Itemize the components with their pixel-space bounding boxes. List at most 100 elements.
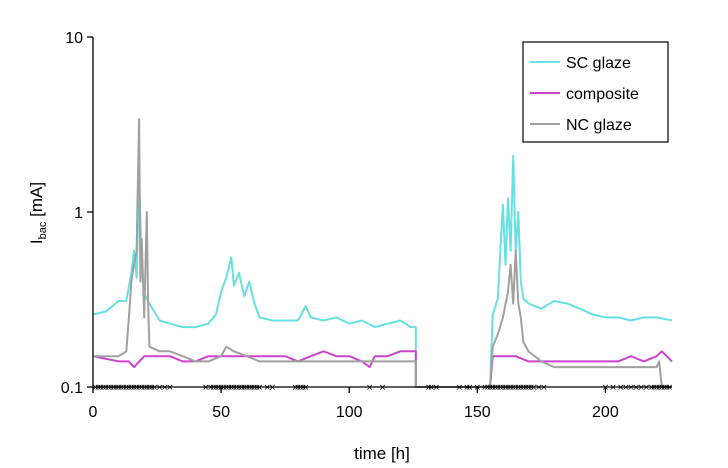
x-marker: ×: [512, 383, 520, 393]
x-marker: ×: [251, 383, 259, 393]
x-marker: ×: [161, 383, 169, 393]
x-marker: ×: [225, 383, 233, 393]
x-marker: ×: [456, 383, 464, 393]
x-marker: ×: [256, 383, 264, 393]
x-marker: ×: [643, 383, 651, 393]
x-marker: ×: [502, 383, 510, 393]
y-axis-title-unit: [mA]: [27, 182, 46, 222]
x-marker: ×: [107, 383, 115, 393]
x-tick-label: 50: [212, 404, 230, 421]
x-marker: ×: [230, 383, 238, 393]
x-marker: ×: [97, 383, 105, 393]
x-marker: ×: [143, 383, 151, 393]
x-marker: ×: [238, 383, 246, 393]
x-marker: ×: [292, 383, 300, 393]
x-marker: ×: [491, 383, 499, 393]
x-marker: ×: [294, 383, 302, 393]
x-marker: ×: [474, 383, 482, 393]
x-marker: ×: [140, 383, 148, 393]
x-marker: ×: [105, 383, 113, 393]
x-marker: ×: [217, 383, 225, 393]
legend-label-composite: composite: [566, 86, 639, 103]
legend-label-sc-glaze: SC glaze: [566, 55, 631, 72]
x-marker: ×: [263, 383, 271, 393]
x-marker: ×: [661, 383, 669, 393]
series-line-sc-glaze: [92, 154, 673, 388]
x-marker: ×: [120, 383, 128, 393]
x-marker: ×: [128, 383, 136, 393]
x-marker: ×: [540, 383, 548, 393]
x-marker: ×: [269, 383, 277, 393]
x-marker: ×: [135, 383, 143, 393]
series-line-nc-glaze: [93, 118, 672, 388]
legend: SC glaze composite NC glaze: [522, 41, 669, 143]
x-marker: ×: [622, 383, 630, 393]
x-marker: ×: [486, 383, 494, 393]
x-marker: ×: [94, 383, 102, 393]
legend-entry-composite: composite: [530, 86, 639, 103]
x-marker: ×: [212, 383, 220, 393]
x-marker: ×: [650, 383, 658, 393]
x-marker: ×: [520, 383, 528, 393]
x-marker: ×: [433, 383, 441, 393]
x-marker: ×: [655, 383, 663, 393]
x-marker: ×: [233, 383, 241, 393]
series-line-composite: [92, 350, 673, 388]
x-marker: ×: [215, 383, 223, 393]
x-marker: ×: [609, 383, 617, 393]
y-axis-title: Ibac [mA]: [27, 182, 49, 244]
x-tick-label: 0: [89, 404, 98, 421]
x-marker: ×: [207, 383, 215, 393]
x-marker: ×: [156, 383, 164, 393]
x-marker: ×: [166, 383, 174, 393]
x-tick-label: 100: [336, 404, 363, 421]
x-marker: ×: [484, 383, 492, 393]
x-marker: ×: [246, 383, 254, 393]
x-marker: ×: [297, 383, 305, 393]
x-marker: ×: [235, 383, 243, 393]
x-marker: ×: [125, 383, 133, 393]
x-marker: ×: [481, 383, 489, 393]
x-marker: ×: [243, 383, 251, 393]
x-marker: ×: [110, 383, 118, 393]
x-marker: ×: [535, 383, 543, 393]
x-marker: ×: [240, 383, 248, 393]
x-marker: ×: [427, 383, 435, 393]
x-marker: ×: [494, 383, 502, 393]
y-ticks: 0.1 1 10: [61, 30, 93, 397]
x-marker: ×: [210, 383, 218, 393]
x-marker: ×: [366, 383, 374, 393]
x-marker: ×: [658, 383, 666, 393]
x-marker: ×: [117, 383, 125, 393]
x-marker: ×: [515, 383, 523, 393]
x-marker: ×: [507, 383, 515, 393]
x-marker: ×: [525, 383, 533, 393]
legend-entry-sc-glaze: SC glaze: [530, 55, 631, 72]
x-marker: ×: [527, 383, 535, 393]
x-marker: ×: [299, 383, 307, 393]
y-tick-label: 0.1: [61, 380, 83, 397]
x-marker: ×: [522, 383, 530, 393]
x-marker: ×: [632, 383, 640, 393]
x-marker: ×: [123, 383, 131, 393]
x-markers: ××××××××××××××××××××××××××× ×××××××××××××…: [92, 383, 673, 393]
legend-label-nc-glaze: NC glaze: [566, 117, 632, 134]
x-marker: ×: [663, 383, 671, 393]
x-marker: ×: [148, 383, 156, 393]
x-marker: ×: [602, 383, 610, 393]
x-marker: ×: [202, 383, 210, 393]
x-marker: ×: [379, 383, 387, 393]
plot-area: [92, 118, 673, 388]
x-marker: ×: [466, 383, 474, 393]
x-marker: ×: [637, 383, 645, 393]
x-marker: ×: [138, 383, 146, 393]
x-marker: ×: [463, 383, 471, 393]
x-marker: ×: [222, 383, 230, 393]
x-marker: ×: [627, 383, 635, 393]
x-axis-title: time [h]: [354, 444, 410, 463]
x-marker: ×: [666, 383, 674, 393]
x-marker: ×: [617, 383, 625, 393]
x-tick-label: 150: [464, 404, 491, 421]
x-marker: ×: [302, 383, 310, 393]
